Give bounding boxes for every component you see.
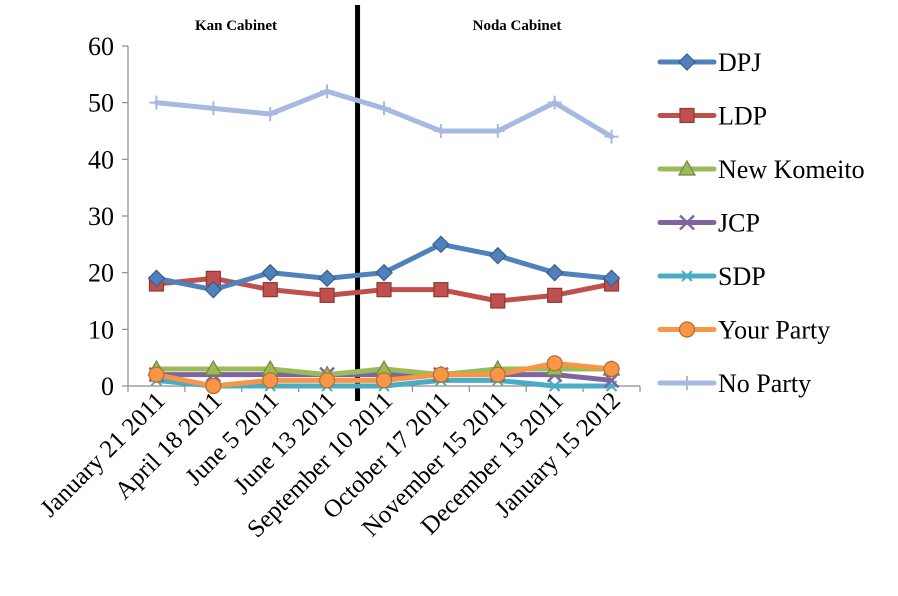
data-point-your-party xyxy=(319,372,336,389)
data-point-ldp xyxy=(262,282,278,298)
y-tick-label: 20 xyxy=(88,259,114,288)
data-point-ldp xyxy=(376,282,392,298)
data-point-jcp xyxy=(603,372,620,389)
data-point-no-party xyxy=(149,95,164,110)
y-tick-label: 0 xyxy=(101,372,114,401)
series-lines xyxy=(147,84,621,395)
legend-marker-jcp xyxy=(679,214,695,231)
series-no-party xyxy=(149,84,619,144)
y-tick-label: 30 xyxy=(88,202,114,231)
legend-label-your-party: Your Party xyxy=(718,316,830,345)
legend-label-new-komeito: New Komeito xyxy=(718,155,865,184)
data-point-your-party xyxy=(432,366,449,383)
y-tick-label: 10 xyxy=(88,315,114,344)
legend-item-jcp: JCP xyxy=(657,209,760,238)
legend-item-dpj: DPJ xyxy=(657,48,761,77)
data-point-dpj xyxy=(545,263,564,282)
annotation-kan-cabinet: Kan Cabinet xyxy=(195,18,277,34)
data-point-your-party xyxy=(375,372,393,389)
annotation-noda-cabinet: Noda Cabinet xyxy=(473,18,562,34)
data-point-your-party xyxy=(546,355,563,372)
data-point-no-party xyxy=(433,124,448,138)
data-point-no-party xyxy=(263,107,278,121)
legend-label-ldp: LDP xyxy=(718,102,767,131)
data-point-your-party xyxy=(262,372,279,389)
data-point-dpj xyxy=(318,269,336,288)
legend-item-your-party: Your Party xyxy=(657,316,830,345)
legend-marker-sdp xyxy=(680,270,694,282)
legend-marker-new-komeito xyxy=(677,159,697,176)
y-tick-label: 50 xyxy=(88,89,114,118)
data-point-no-party xyxy=(320,84,335,99)
data-point-no-party xyxy=(206,101,221,116)
data-point-dpj xyxy=(488,246,507,265)
data-point-your-party xyxy=(148,366,165,383)
data-point-no-party xyxy=(377,101,391,116)
series-your-party xyxy=(148,355,620,395)
legend-item-no-party: No Party xyxy=(657,369,811,398)
legend-marker-your-party xyxy=(678,321,696,338)
data-point-sdp xyxy=(547,380,562,392)
data-point-ldp xyxy=(433,282,449,298)
data-point-your-party xyxy=(205,377,222,395)
data-point-dpj xyxy=(432,235,450,254)
y-tick-label: 40 xyxy=(88,145,114,174)
data-point-dpj xyxy=(204,280,223,299)
y-tick-label: 60 xyxy=(88,32,114,61)
y-axis: 0 10 20 30 40 50 60 xyxy=(88,32,129,401)
legend-marker-no-party xyxy=(680,376,694,390)
legend-marker-ldp xyxy=(679,107,695,124)
legend-label-sdp: SDP xyxy=(718,262,766,291)
legend-label-no-party: No Party xyxy=(718,369,811,398)
data-point-ldp xyxy=(490,293,506,309)
data-point-dpj xyxy=(261,263,280,282)
data-point-dpj xyxy=(375,263,393,282)
data-point-your-party xyxy=(489,366,506,383)
legend-item-new-komeito: New Komeito xyxy=(657,155,865,184)
series-dpj xyxy=(147,235,621,299)
legend-marker-dpj xyxy=(678,53,696,71)
data-point-your-party xyxy=(603,360,620,378)
legend-label-dpj: DPJ xyxy=(718,48,761,77)
data-point-no-party xyxy=(547,95,562,110)
data-point-no-party xyxy=(604,129,619,144)
data-point-no-party xyxy=(490,124,505,138)
data-point-ldp xyxy=(319,287,335,303)
legend-label-jcp: JCP xyxy=(718,209,760,238)
data-point-dpj xyxy=(147,269,166,288)
data-point-ldp xyxy=(547,287,563,303)
legend: DPJ LDP New Komeito JCP SDP Your Party No Part… xyxy=(657,48,865,398)
data-point-dpj xyxy=(602,269,621,288)
legend-item-sdp: SDP xyxy=(657,262,766,291)
legend-item-ldp: LDP xyxy=(657,102,767,131)
data-point-new-komeito xyxy=(204,359,223,376)
